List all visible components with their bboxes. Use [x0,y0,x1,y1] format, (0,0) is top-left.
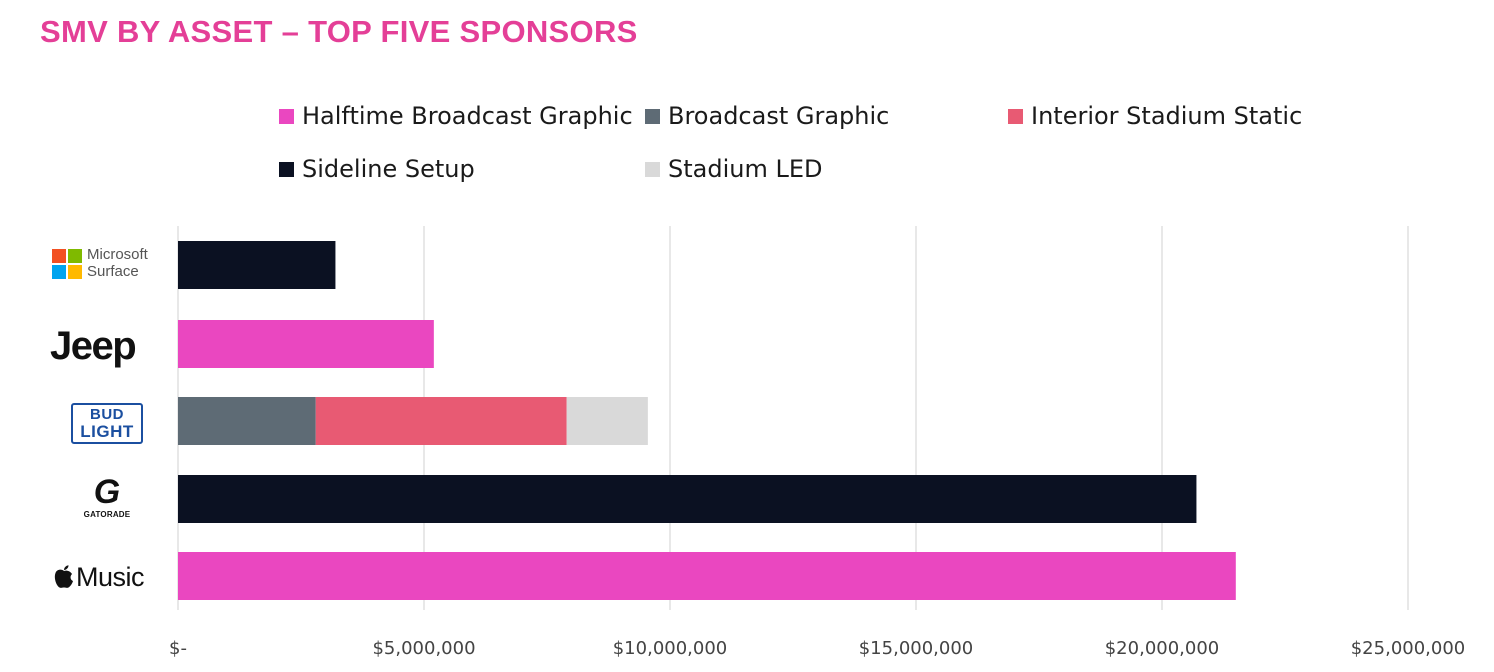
x-tick-label: $- [169,638,187,659]
jeep-logo-text: Jeep [50,324,137,368]
legend-item-interior-stadium-static: Interior Stadium Static [1008,102,1302,130]
apple-music-logo: Music [53,559,163,595]
gatorade-logo-text: GATORADE [83,510,131,519]
legend-label: Stadium LED [668,155,823,183]
bud-light-logo: BUD LIGHT [71,403,143,444]
apple-logo-icon [54,565,73,588]
legend-item-sideline-setup: Sideline Setup [279,155,475,183]
legend-item-halftime-broadcast-graphic: Halftime Broadcast Graphic [279,102,633,130]
microsoft-logo-icon [52,249,82,279]
x-tick-label: $20,000,000 [1105,638,1220,659]
x-tick-label: $15,000,000 [859,638,974,659]
legend-item-broadcast-graphic: Broadcast Graphic [645,102,889,130]
legend-swatch [645,108,660,124]
legend-swatch [279,108,294,124]
legend-label: Interior Stadium Static [1031,102,1303,130]
gatorade-logo: G GATORADE [77,473,137,524]
x-tick-label: $10,000,000 [613,638,728,659]
bar-segment [315,397,567,445]
chart-title: SMV BY ASSET – TOP FIVE SPONSORS [40,14,638,49]
x-tick-label: $25,000,000 [1351,638,1466,659]
bud-light-logo-line2: LIGHT [80,422,134,441]
bar-segment [178,241,336,289]
jeep-logo: Jeep [50,324,160,370]
apple-music-logo-text: Music [76,561,145,592]
microsoft-logo-line1: Microsoft [87,246,148,263]
bar-segment [178,475,1197,523]
legend-swatch [279,161,294,177]
microsoft-surface-logo: Microsoft Surface [52,246,172,286]
legend-label: Broadcast Graphic [668,102,890,130]
legend-item-stadium-led: Stadium LED [645,155,823,183]
bar-segment [178,397,316,445]
legend-label: Halftime Broadcast Graphic [302,102,633,130]
legend-swatch [1008,108,1023,124]
bar-segment [566,397,648,445]
x-tick-label: $5,000,000 [372,638,475,659]
bar-segment [178,552,1236,600]
bud-light-logo-line1: BUD [90,406,124,423]
gatorade-logo-mark: G [93,473,121,511]
legend-swatch [645,161,660,177]
microsoft-logo-line2: Surface [87,263,139,280]
legend-label: Sideline Setup [302,155,475,183]
bar-segment [178,320,434,368]
